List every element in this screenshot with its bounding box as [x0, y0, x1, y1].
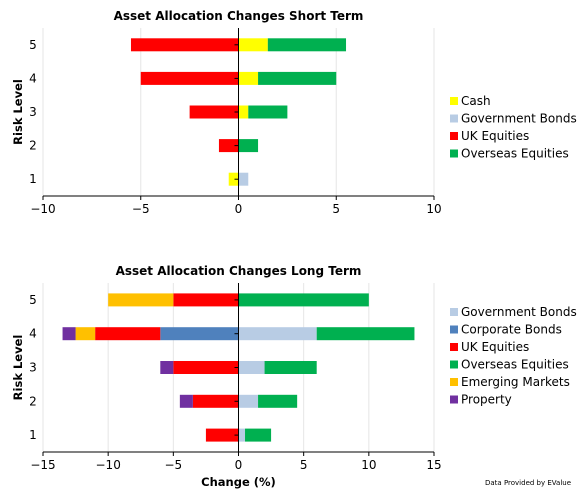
long-term-legend-label: Corporate Bonds: [461, 323, 562, 337]
short-term-bar-overseas-equities-risk-2: [238, 139, 259, 153]
long-term-legend-label: Emerging Markets: [461, 375, 570, 389]
long-term-x-tick-label: 15: [426, 458, 441, 472]
long-term-bar-corporate-bonds-risk-4: [160, 327, 239, 341]
long-term-bar-property-risk-2: [179, 394, 193, 408]
long-term-legend-swatch: [450, 308, 458, 316]
long-term-bar-property-risk-4: [62, 327, 76, 341]
short-term-bar-government-bonds-risk-1: [238, 172, 249, 186]
long-term-bar-government-bonds-risk-2: [238, 394, 259, 408]
long-term-bar-overseas-equities-risk-2: [258, 394, 298, 408]
long-term-legend-label: Government Bonds: [461, 305, 577, 319]
short-term-bar-cash-risk-1: [228, 172, 239, 186]
long-term-y-tick-label: 3: [29, 361, 37, 375]
long-term-bar-emerging-markets-risk-4: [75, 327, 96, 341]
long-term-legend-swatch: [450, 325, 458, 334]
long-term-legend-label: Overseas Equities: [461, 358, 569, 372]
short-term-legend-label: Government Bonds: [461, 112, 577, 126]
short-term-x-tick-label: −5: [132, 202, 150, 216]
short-term-x-tick-label: 10: [426, 202, 441, 216]
long-term-x-tick-label: 0: [235, 458, 243, 472]
short-term-legend-label: Cash: [461, 94, 491, 108]
short-term-x-tick-label: 5: [332, 202, 340, 216]
long-term-bar-government-bonds-risk-4: [238, 327, 317, 341]
short-term-chart-title: Asset Allocation Changes Short Term: [114, 9, 364, 23]
short-term-bar-overseas-equities-risk-3: [248, 105, 288, 119]
long-term-bar-emerging-markets-risk-5: [108, 293, 174, 307]
short-term-bar-uk-equities-risk-5: [130, 38, 239, 52]
short-term-bar-cash-risk-5: [238, 38, 268, 52]
short-term-y-axis-label: Risk Level: [11, 79, 25, 145]
short-term-y-tick-label: 4: [29, 71, 37, 85]
short-term-legend-label: Overseas Equities: [461, 147, 569, 161]
short-term-x-tick-label: 0: [235, 202, 243, 216]
short-term-y-tick-label: 5: [29, 38, 37, 52]
short-term-y-tick-label: 1: [29, 172, 37, 186]
short-term-x-tick-label: −10: [30, 202, 55, 216]
short-term-y-tick-label: 2: [29, 139, 37, 153]
long-term-bar-uk-equities-risk-3: [173, 361, 239, 374]
long-term-bar-government-bonds-risk-1: [238, 428, 246, 442]
short-term-legend-swatch: [450, 149, 458, 158]
short-term-legend-swatch: [450, 114, 458, 123]
short-term-legend-swatch: [450, 97, 458, 105]
long-term-x-tick-label: −15: [30, 458, 55, 472]
long-term-legend-swatch: [450, 360, 458, 369]
short-term-y-tick-label: 3: [29, 105, 37, 119]
short-term-legend-label: UK Equities: [461, 129, 529, 143]
long-term-bar-overseas-equities-risk-4: [316, 327, 415, 341]
long-term-chart-title: Asset Allocation Changes Long Term: [116, 264, 362, 278]
short-term-bar-overseas-equities-risk-4: [258, 71, 337, 85]
credit-text: Data Provided by EValue: [485, 479, 571, 487]
long-term-bar-uk-equities-risk-1: [205, 428, 239, 442]
long-term-bar-overseas-equities-risk-1: [245, 428, 272, 442]
long-term-bar-government-bonds-risk-3: [238, 361, 265, 374]
short-term-legend-swatch: [450, 132, 458, 140]
long-term-bar-uk-equities-risk-2: [192, 394, 239, 408]
long-term-y-tick-label: 4: [29, 327, 37, 341]
long-term-bar-overseas-equities-risk-3: [264, 361, 317, 374]
short-term-bar-uk-equities-risk-2: [218, 139, 239, 153]
short-term-bar-cash-risk-3: [238, 105, 249, 119]
short-term-bar-overseas-equities-risk-5: [267, 38, 347, 52]
long-term-y-tick-label: 5: [29, 293, 37, 307]
short-term-bar-uk-equities-risk-4: [140, 71, 239, 85]
long-term-legend-swatch: [450, 343, 458, 351]
long-term-legend-label: Property: [461, 393, 512, 407]
long-term-y-tick-label: 1: [29, 428, 37, 442]
long-term-bar-overseas-equities-risk-5: [238, 293, 369, 307]
long-term-x-tick-label: −10: [96, 458, 121, 472]
long-term-legend-swatch: [450, 378, 458, 386]
long-term-legend-label: UK Equities: [461, 340, 529, 354]
long-term-x-tick-label: 5: [300, 458, 308, 472]
long-term-legend-swatch: [450, 395, 458, 404]
long-term-bar-uk-equities-risk-4: [95, 327, 161, 341]
long-term-x-tick-label: −5: [164, 458, 182, 472]
long-term-bar-uk-equities-risk-5: [173, 293, 239, 307]
short-term-bar-cash-risk-4: [238, 71, 259, 85]
short-term-bar-uk-equities-risk-3: [189, 105, 239, 119]
long-term-x-tick-label: 10: [361, 458, 376, 472]
long-term-y-tick-label: 2: [29, 394, 37, 408]
long-term-y-axis-label: Risk Level: [11, 335, 25, 401]
long-term-x-axis-label: Change (%): [201, 475, 276, 489]
long-term-bar-property-risk-3: [160, 361, 174, 374]
